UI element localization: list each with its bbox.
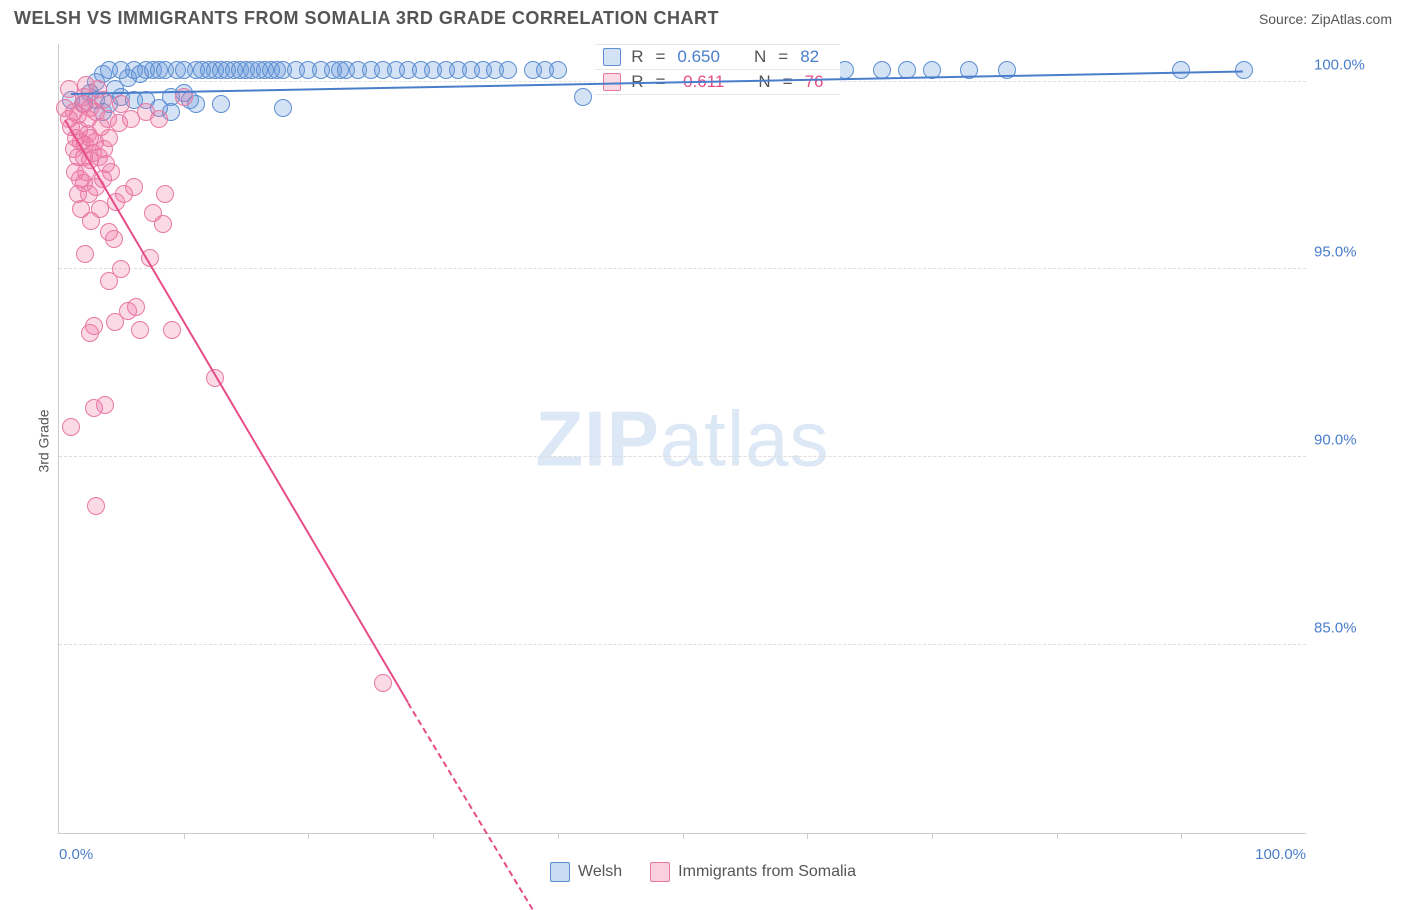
legend-label: Welsh xyxy=(578,863,622,881)
watermark-zip: ZIP xyxy=(535,394,659,482)
data-point xyxy=(91,200,109,218)
y-tick-label: 85.0% xyxy=(1314,620,1384,637)
gridline xyxy=(59,268,1306,269)
data-point xyxy=(76,245,94,263)
legend-label: Immigrants from Somalia xyxy=(678,863,856,881)
data-point xyxy=(150,110,168,128)
data-point xyxy=(374,674,392,692)
data-point xyxy=(212,95,230,113)
data-point xyxy=(112,260,130,278)
data-point xyxy=(574,88,592,106)
watermark-atlas: atlas xyxy=(660,394,830,482)
stat-n-label: N xyxy=(754,47,766,67)
data-point xyxy=(102,163,120,181)
x-tick xyxy=(558,833,559,839)
x-tick-label: 0.0% xyxy=(59,846,93,863)
legend-swatch xyxy=(650,862,670,882)
gridline xyxy=(59,644,1306,645)
watermark: ZIPatlas xyxy=(535,393,829,484)
series-legend: Welsh Immigrants from Somalia xyxy=(0,862,1406,882)
stat-eq: = xyxy=(655,47,665,67)
source-name: ZipAtlas.com xyxy=(1311,11,1392,27)
x-tick xyxy=(683,833,684,839)
y-tick-label: 95.0% xyxy=(1314,244,1384,261)
y-axis-label: 3rd Grade xyxy=(36,409,52,472)
data-point xyxy=(156,185,174,203)
data-point xyxy=(1172,61,1190,79)
legend-item: Immigrants from Somalia xyxy=(650,862,856,882)
legend-swatch xyxy=(550,862,570,882)
stat-r-value: 0.650 xyxy=(677,47,720,67)
y-tick-label: 100.0% xyxy=(1314,56,1384,73)
stat-n-label: N xyxy=(758,72,770,92)
data-point xyxy=(105,230,123,248)
source-prefix: Source: xyxy=(1259,11,1311,27)
x-tick xyxy=(184,833,185,839)
chart-area: 3rd Grade ZIPatlas 85.0%90.0%95.0%100.0%… xyxy=(14,38,1392,844)
x-tick-label: 100.0% xyxy=(1255,846,1306,863)
data-point xyxy=(100,129,118,147)
data-point xyxy=(499,61,517,79)
data-point xyxy=(62,418,80,436)
x-tick xyxy=(932,833,933,839)
stat-eq: = xyxy=(778,47,788,67)
correlation-legend: R=0.650N=82R=-0.611N=76 xyxy=(595,44,839,95)
x-tick xyxy=(1057,833,1058,839)
data-point xyxy=(125,178,143,196)
chart-header: WELSH VS IMMIGRANTS FROM SOMALIA 3RD GRA… xyxy=(0,0,1406,33)
x-tick xyxy=(308,833,309,839)
x-tick xyxy=(807,833,808,839)
data-point xyxy=(154,215,172,233)
legend-item: Welsh xyxy=(550,862,622,882)
stat-r-label: R xyxy=(631,47,643,67)
data-point xyxy=(274,99,292,117)
gridline xyxy=(59,456,1306,457)
data-point xyxy=(549,61,567,79)
x-tick xyxy=(1181,833,1182,839)
trend-line xyxy=(64,120,409,703)
y-tick-label: 90.0% xyxy=(1314,432,1384,449)
stat-eq: = xyxy=(783,72,793,92)
stat-n-value: 82 xyxy=(800,47,819,67)
data-point xyxy=(85,317,103,335)
correlation-row: R = 0.650 N = 82 xyxy=(595,45,839,70)
stat-n-value: 76 xyxy=(805,72,824,92)
chart-title: WELSH VS IMMIGRANTS FROM SOMALIA 3RD GRA… xyxy=(14,8,719,29)
data-point xyxy=(163,321,181,339)
x-tick xyxy=(433,833,434,839)
data-point xyxy=(127,298,145,316)
data-point xyxy=(96,396,114,414)
chart-source: Source: ZipAtlas.com xyxy=(1259,11,1392,27)
data-point xyxy=(87,497,105,515)
legend-swatch xyxy=(603,48,621,66)
scatter-plot: ZIPatlas 85.0%90.0%95.0%100.0%0.0%100.0%… xyxy=(58,44,1306,834)
data-point xyxy=(131,321,149,339)
